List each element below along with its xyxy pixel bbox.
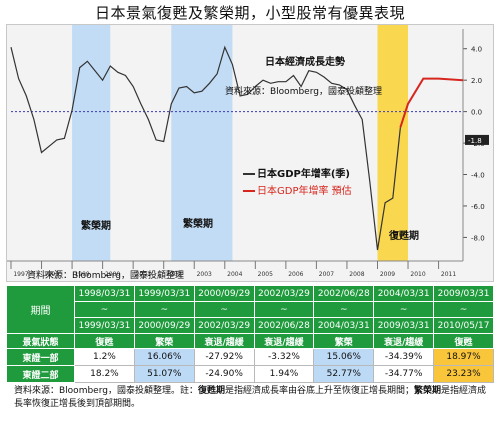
footnote-text-boom: 是指經濟成長率恢復正增長後到頂部期間。 bbox=[14, 386, 487, 409]
legend-actual-label: 日本GDP年增率(季) bbox=[257, 169, 350, 180]
gdp-actual-line bbox=[10, 45, 401, 251]
y-tick-label: -8.0 bbox=[471, 234, 485, 242]
zero-marker-label: -1.8 bbox=[468, 137, 482, 145]
x-tick-label: 2006 bbox=[288, 271, 303, 278]
period-start: 1998/03/31 bbox=[74, 285, 135, 302]
legend-actual: 日本GDP年增率(季) bbox=[243, 165, 350, 180]
state-cell: 復甦 bbox=[74, 333, 135, 349]
row-name: 東證二部 bbox=[6, 365, 75, 383]
value-cell: -24.90% bbox=[193, 365, 255, 383]
state-cell: 繁榮 bbox=[133, 333, 195, 349]
x-tick-label: 2003 bbox=[197, 271, 212, 278]
x-tick-label: 2007 bbox=[319, 271, 334, 278]
period-start: 2004/03/31 bbox=[373, 285, 435, 302]
footnote: 資料來源：Bloomberg，國泰投顧整理。註：復甦期是指經濟成長率由谷底上升至… bbox=[14, 385, 494, 411]
x-tick-label: 2001 bbox=[136, 271, 151, 278]
x-tick-label: 2005 bbox=[258, 271, 273, 278]
value-cell: 15.06% bbox=[313, 348, 375, 366]
value-cell: 1.2% bbox=[74, 348, 135, 366]
y-tick-label: 2.0 bbox=[471, 77, 482, 85]
footnote-text-recovery: 是指經濟成長率由谷底上升至恢復正增長期間； bbox=[224, 386, 414, 396]
value-cell: -34.77% bbox=[373, 365, 435, 383]
legend-actual-swatch bbox=[243, 173, 255, 175]
period-end: 2000/09/29 bbox=[133, 317, 195, 334]
footnote-prefix: 資料來源：Bloomberg，國泰投顧整理。註： bbox=[14, 386, 198, 396]
value-cell: 52.77% bbox=[313, 365, 375, 383]
footnote-term-recovery: 復甦期 bbox=[197, 386, 225, 396]
period-label-recovery: 復甦期 bbox=[389, 231, 419, 242]
period-end: 2010/05/17 bbox=[433, 317, 494, 334]
period-tilde: ~ bbox=[74, 301, 135, 318]
y-tick-label: 0.0 bbox=[471, 109, 482, 117]
chart-heading: 日本經濟成長走勢 bbox=[265, 57, 345, 68]
table-row: 東證一部 1.2% 16.06% -27.92% -3.32% 15.06% -… bbox=[6, 348, 494, 366]
state-cell: 衰退/趨緩 bbox=[193, 333, 255, 349]
x-tick-label: 2010 bbox=[410, 271, 425, 278]
period-start: 2002/06/28 bbox=[313, 285, 375, 302]
y-tick-label: -4.0 bbox=[471, 172, 485, 180]
state-cell: 衰退/趨緩 bbox=[253, 333, 315, 349]
state-cell: 繁榮 bbox=[313, 333, 375, 349]
period-tilde: ~ bbox=[193, 301, 255, 318]
period-start: 2009/03/31 bbox=[433, 285, 494, 302]
gdp-forecast-line bbox=[399, 77, 464, 128]
value-cell: 16.06% bbox=[133, 348, 195, 366]
table-row: 東證二部 18.2% 51.07% -24.90% 1.94% 52.77% -… bbox=[6, 365, 494, 383]
table-header-period: 期間 bbox=[6, 285, 75, 334]
period-start: 1999/03/31 bbox=[133, 285, 195, 302]
x-tick-label: 1998 bbox=[44, 271, 59, 278]
period-tilde: ~ bbox=[253, 301, 315, 318]
gdp-growth-chart: 4.02.00.0-2.0-4.0-6.0-8.0-1.819971998199… bbox=[7, 25, 489, 278]
period-tilde: ~ bbox=[133, 301, 195, 318]
performance-table: 期間 1998/03/31 1999/03/31 2000/09/29 2002… bbox=[6, 285, 494, 383]
boom-period-band bbox=[171, 25, 233, 261]
value-cell: 18.2% bbox=[74, 365, 135, 383]
state-cell: 衰退/趨緩 bbox=[373, 333, 435, 349]
value-cell: -27.92% bbox=[193, 348, 255, 366]
x-tick-label: 2004 bbox=[227, 271, 242, 278]
state-label: 景氣狀態 bbox=[6, 333, 75, 349]
period-end: 2004/03/31 bbox=[313, 317, 375, 334]
x-tick-label: 2000 bbox=[105, 271, 120, 278]
y-tick-label: -6.0 bbox=[471, 203, 485, 211]
x-tick-label: 1997 bbox=[13, 271, 28, 278]
x-tick-label: 2002 bbox=[166, 271, 181, 278]
value-cell: 23.23% bbox=[433, 365, 494, 383]
period-tilde: ~ bbox=[373, 301, 435, 318]
period-label-boom-1: 繁榮期 bbox=[81, 221, 111, 232]
value-cell: 18.97% bbox=[433, 348, 494, 366]
y-tick-label: 4.0 bbox=[471, 46, 482, 54]
period-start: 2002/03/29 bbox=[253, 285, 315, 302]
value-cell: 1.94% bbox=[253, 365, 315, 383]
footnote-term-boom: 繁榮期 bbox=[414, 386, 442, 396]
period-end: 2002/03/29 bbox=[193, 317, 255, 334]
period-tilde: ~ bbox=[313, 301, 375, 318]
page-title: 日本景氣復甦及繁榮期，小型股常有優異表現 bbox=[94, 4, 405, 22]
x-tick-label: 1999 bbox=[74, 271, 89, 278]
legend-forecast-label: 日本GDP年增率 預估 bbox=[257, 186, 352, 197]
zero-marker-box bbox=[465, 134, 489, 145]
x-tick-label: 2009 bbox=[380, 271, 395, 278]
period-label-boom-2: 繁榮期 bbox=[183, 219, 213, 230]
state-cell: 復甦 bbox=[433, 333, 494, 349]
recovery-period-band bbox=[377, 25, 409, 261]
period-end: 2009/03/31 bbox=[373, 317, 435, 334]
row-name: 東證一部 bbox=[6, 348, 75, 366]
period-tilde: ~ bbox=[433, 301, 494, 318]
legend-forecast-swatch bbox=[243, 190, 255, 192]
legend-forecast: 日本GDP年增率 預估 bbox=[243, 182, 352, 197]
value-cell: 51.07% bbox=[133, 365, 195, 383]
period-end: 2002/06/28 bbox=[253, 317, 315, 334]
period-end: 1999/03/31 bbox=[74, 317, 135, 334]
chart-source-bottom: 資料來源：Bloomberg，國泰投顧整理 bbox=[27, 271, 184, 281]
value-cell: -3.32% bbox=[253, 348, 315, 366]
x-tick-label: 2008 bbox=[349, 271, 364, 278]
chart-frame: 4.02.00.0-2.0-4.0-6.0-8.0-1.819971998199… bbox=[6, 24, 494, 282]
chart-source-top: 資料來源：Bloomberg，國泰投顧整理 bbox=[225, 87, 382, 97]
period-start: 2000/09/29 bbox=[193, 285, 255, 302]
value-cell: -34.39% bbox=[373, 348, 435, 366]
boom-period-band bbox=[72, 25, 111, 261]
x-tick-label: 2011 bbox=[441, 271, 456, 278]
